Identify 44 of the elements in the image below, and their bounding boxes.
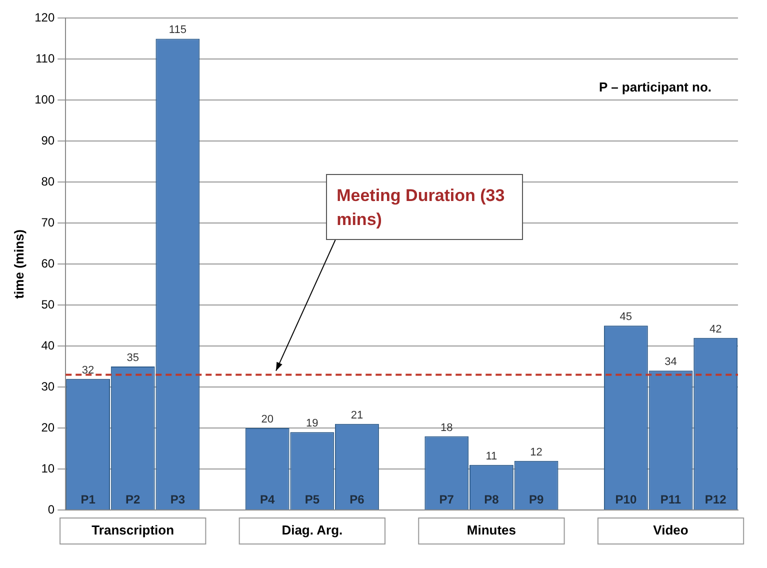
y-tick-label: 120: [34, 10, 55, 25]
x-tick-label: P9: [528, 492, 544, 506]
y-tick-label: 110: [35, 51, 55, 66]
text: Video: [653, 522, 688, 538]
text: Diag. Arg.: [282, 522, 343, 538]
x-tick-label: P3: [170, 492, 186, 506]
data-label: 21: [350, 409, 364, 422]
data-label: 115: [168, 24, 186, 36]
y-tick-label: 10: [41, 461, 55, 476]
x-tick-label: P7: [439, 492, 454, 506]
data-label: 20: [261, 414, 274, 426]
x-tick-label: P6: [350, 492, 365, 506]
data-label: 32: [82, 364, 94, 376]
data-label: 45: [620, 311, 632, 324]
x-tick-label: P12: [704, 492, 727, 506]
y-tick-label: 50: [41, 297, 55, 312]
data-label: 34: [664, 356, 677, 368]
y-tick-label: 40: [41, 338, 55, 352]
y-tick-label: 0: [48, 502, 55, 516]
y-tick-label: 70: [41, 215, 55, 230]
y-axis-title: time (mins): [11, 229, 26, 299]
y-tick-label: 60: [41, 256, 55, 270]
x-tick-label: P10: [615, 492, 637, 506]
x-tick-label: P5: [304, 492, 320, 506]
data-label: 12: [530, 446, 542, 458]
x-tick-label: P8: [484, 492, 500, 506]
text: Minutes: [466, 522, 516, 538]
x-tick-label: P1: [80, 492, 96, 506]
y-tick-label: 100: [34, 92, 55, 106]
text: Transcription: [92, 522, 174, 538]
annotation: P – participant no.: [599, 79, 712, 94]
data-label: 19: [306, 418, 318, 430]
y-tick-label: 80: [41, 174, 55, 188]
x-tick-label: P2: [126, 492, 141, 506]
x-tick-label: P11: [660, 492, 682, 506]
x-tick-label: P4: [260, 492, 275, 506]
data-label: 11: [486, 450, 498, 462]
y-tick-label: 30: [41, 379, 55, 394]
data-label: 18: [440, 422, 453, 434]
data-label: 35: [126, 352, 139, 364]
ref-line-label: Meeting Duration (33 mins): [326, 174, 523, 240]
y-tick-label: 20: [41, 420, 55, 434]
data-label: 42: [709, 323, 722, 336]
y-tick-label: 90: [41, 133, 55, 148]
